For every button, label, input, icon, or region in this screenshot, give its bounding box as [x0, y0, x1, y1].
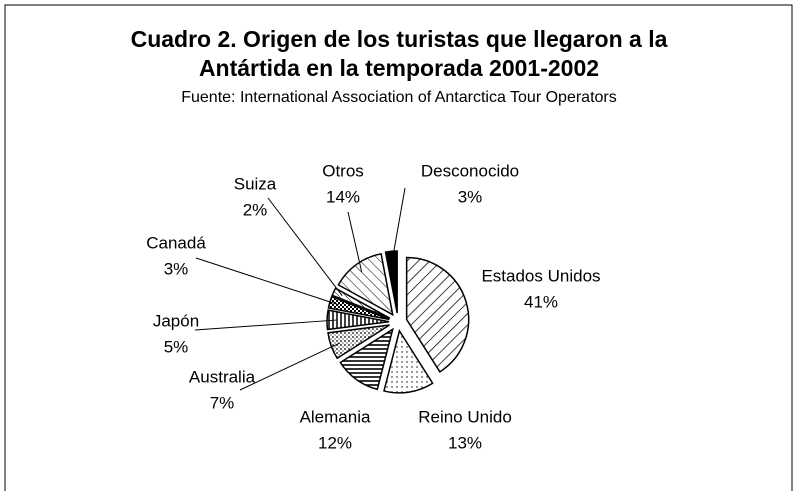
slice-label: Otros — [322, 161, 364, 180]
pie-slice — [331, 287, 391, 319]
leader-line — [194, 319, 337, 331]
leader-line — [267, 197, 343, 297]
chart-title: Antártida en la temporada 2001-2002 — [199, 55, 599, 81]
slice-label: Canadá — [146, 233, 206, 252]
slice-label: Reino Unido — [418, 407, 512, 426]
pie-slice — [384, 250, 398, 314]
leader-line — [391, 187, 406, 261]
slice-label: Australia — [189, 367, 256, 386]
pie-slice — [327, 324, 390, 360]
leader-line — [239, 342, 341, 391]
slice-value-label: 12% — [318, 433, 352, 452]
slice-value-label: 3% — [458, 187, 483, 206]
frame — [4, 4, 793, 491]
slice-label: Desconocido — [421, 161, 519, 180]
pie-slice — [337, 252, 394, 317]
slice-value-label: 41% — [524, 292, 558, 311]
leader-line — [195, 257, 339, 306]
slice-label: Estados Unidos — [481, 266, 600, 285]
pie-slice — [405, 256, 470, 373]
chart-title: Cuadro 2. Origen de los turistas que lle… — [131, 26, 668, 52]
slice-value-label: 2% — [243, 200, 268, 219]
pie-slice — [326, 309, 390, 331]
slice-value-label: 13% — [448, 433, 482, 452]
slice-value-label: 5% — [164, 337, 189, 356]
chart-subtitle: Fuente: International Association of Ant… — [181, 89, 617, 106]
slice-value-label: 3% — [164, 259, 189, 278]
leader-line — [347, 211, 363, 273]
pie-slice — [383, 329, 434, 394]
slice-label: Suiza — [234, 174, 277, 193]
slice-value-label: 14% — [326, 187, 360, 206]
slice-label: Alemania — [300, 407, 371, 426]
slice-label: Japón — [153, 311, 199, 330]
pie-slice — [339, 327, 394, 391]
slice-value-label: 7% — [210, 393, 235, 412]
